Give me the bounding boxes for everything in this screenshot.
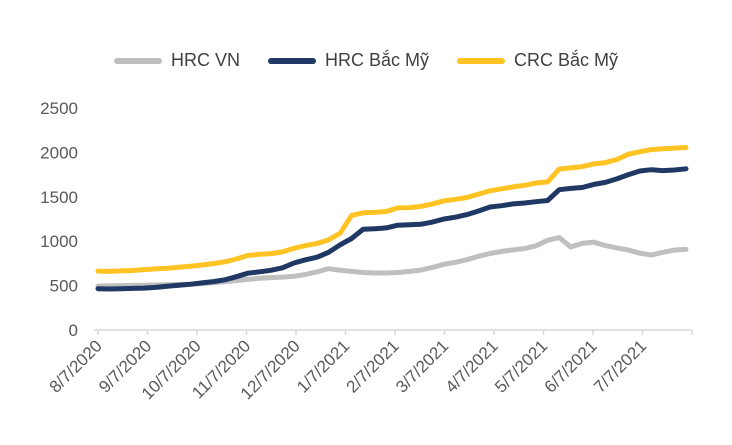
- x-axis-tick-label: 6/7/2021: [541, 336, 601, 396]
- series-lines: [95, 145, 689, 292]
- y-axis-tick-label: 1000: [40, 232, 78, 251]
- legend-item-hrc-bac-my: HRC Bắc Mỹ: [267, 50, 429, 71]
- y-axis: 0 500 1000 1500 2000 2500: [40, 99, 78, 340]
- x-axis-tick-label: 1/7/2021: [293, 336, 353, 396]
- legend-label: HRC VN: [170, 50, 240, 70]
- legend-item-crc-bac-my: CRC Bắc Mỹ: [457, 50, 618, 71]
- legend-label: HRC Bắc Mỹ: [324, 50, 429, 70]
- chart-legend: HRC VN HRC Bắc Mỹ CRC Bắc Mỹ: [0, 50, 732, 71]
- x-axis-labels: 8/7/20209/7/202010/7/202011/7/202012/7/2…: [46, 336, 651, 403]
- y-axis-tick-label: 1500: [40, 188, 78, 207]
- y-axis-tick-label: 500: [50, 277, 78, 296]
- x-axis-tick-label: 5/7/2021: [491, 336, 551, 396]
- y-axis-tick-label: 0: [69, 321, 78, 340]
- legend-label: CRC Bắc Mỹ: [514, 50, 619, 70]
- series-line-hrc-vn: [95, 235, 689, 289]
- legend-line-swatch: [113, 57, 162, 64]
- x-axis: [94, 329, 693, 335]
- series-line-hrc-bac-my: [95, 166, 689, 292]
- x-axis-tick-label: 4/7/2021: [442, 336, 502, 396]
- y-axis-tick-label: 2000: [40, 143, 78, 162]
- x-axis-tick-label: 3/7/2021: [392, 336, 452, 396]
- legend-item-hrc-vn: HRC VN: [113, 50, 240, 71]
- x-axis-tick-label: 2/7/2021: [343, 336, 403, 396]
- legend-line-swatch: [457, 57, 505, 64]
- y-axis-tick-label: 2500: [40, 99, 78, 118]
- legend-line-swatch: [267, 57, 316, 64]
- x-axis-tick-label: 8/7/2020: [46, 336, 106, 396]
- x-axis-tick-label: 7/7/2021: [590, 336, 650, 396]
- series-line-crc-bac-my: [95, 145, 689, 274]
